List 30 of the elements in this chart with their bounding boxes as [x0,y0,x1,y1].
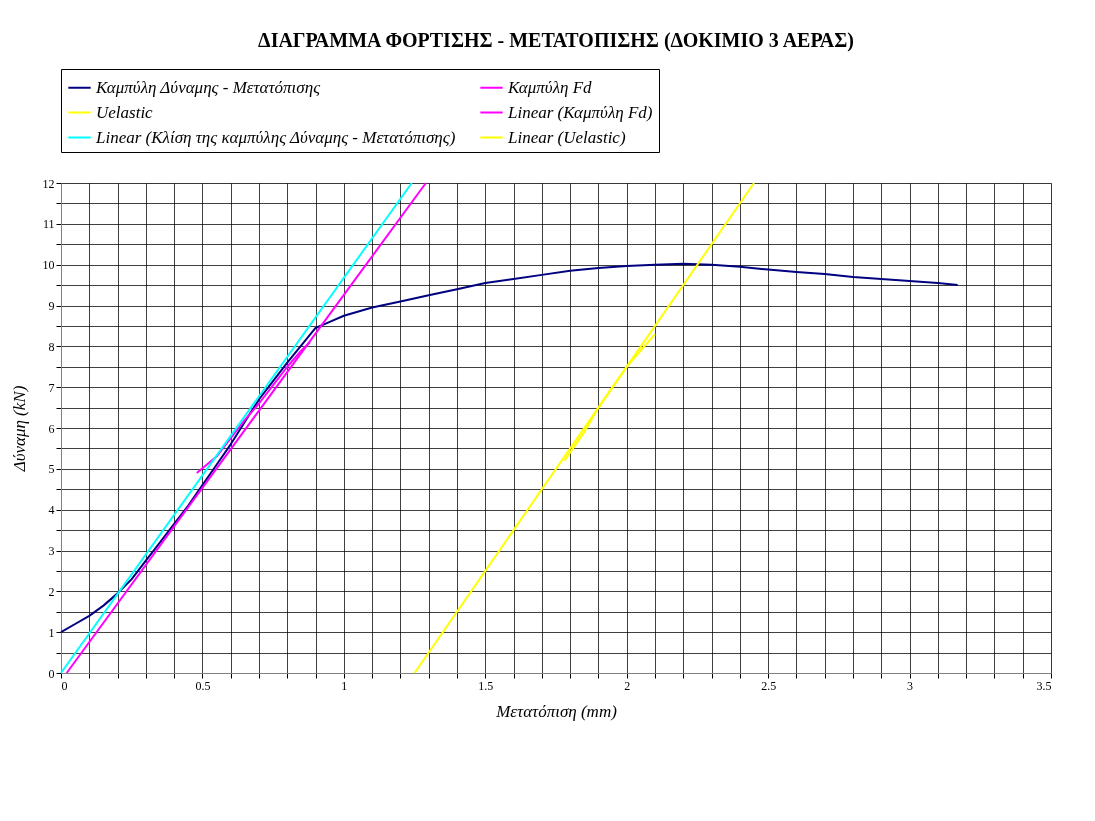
x-tick-label: 2.5 [761,678,777,693]
y-tick-label: 9 [48,299,55,313]
y-tick-label: 8 [48,339,55,354]
chart-title: ΔΙΑΓΡΑΜΜΑ ΦΟΡΤΙΣΗΣ - ΜΕΤΑΤΟΠΙΣΗΣ (ΔΟΚΙΜΙΟ 3 ΑΕΡΑΣ) [258,28,854,52]
y-tick-label: 3 [48,544,55,558]
legend-label: Linear (Κλίση της καμπύλης Δύναμης - Μετατόπισης) [95,127,456,147]
legend-label: Καμπύλη Fd [507,77,593,97]
y-tick-label: 4 [48,503,55,518]
x-tick-label: 1.5 [478,678,494,693]
x-tick-label: 0 [61,678,68,693]
y-tick-label: 5 [48,462,55,477]
legend-label: Linear (Καμπύλη Fd) [507,102,653,122]
y-tick-label: 6 [48,421,55,436]
y-tick-label: 2 [48,584,55,599]
y-tick-label: 7 [48,380,55,395]
legend-label: Uelastic [96,102,154,122]
x-tick-label: 3.5 [1036,678,1052,693]
x-tick-label: 0.5 [195,678,211,693]
legend-label: Καμπύλη Δύναμης - Μετατόπισης [95,77,321,97]
x-tick-label: 2 [624,678,631,693]
y-tick-label: 10 [42,258,55,273]
x-axis-title: Μετατόπιση (mm) [495,701,618,721]
y-tick-label: 11 [42,217,55,232]
y-tick-label: 0 [48,666,55,681]
x-tick-label: 3 [907,678,914,693]
y-axis-title: Δύναμη (kN) [9,385,29,473]
y-tick-label: 12 [42,176,55,191]
x-tick-label: 1 [341,678,348,693]
legend-label: Linear (Uelastic) [507,127,626,147]
y-tick-label: 1 [48,625,55,640]
